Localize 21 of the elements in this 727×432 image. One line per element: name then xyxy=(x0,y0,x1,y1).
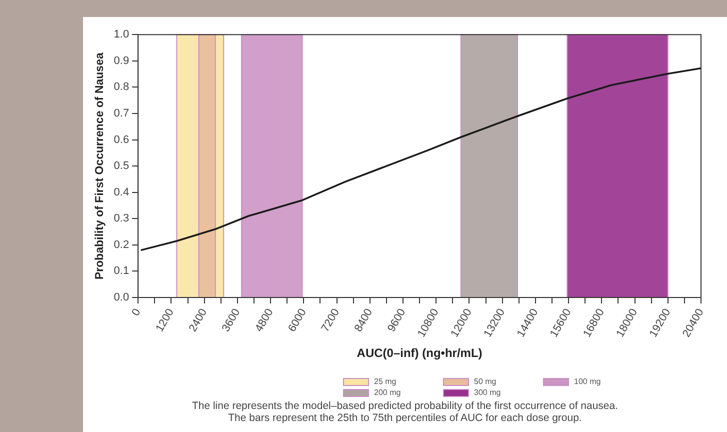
y-tick-label: 0.6 xyxy=(114,134,130,146)
legend-label: 100 mg xyxy=(573,377,602,386)
y-tick-label: 0.2 xyxy=(114,238,130,251)
y-tick-label: 0.0 xyxy=(114,292,130,304)
legend-label: 300 mg xyxy=(473,388,502,397)
y-tick-label: 0.4 xyxy=(114,186,130,198)
y-tick-label: 0.8 xyxy=(114,81,130,94)
y-tick-label: 0.7 xyxy=(114,108,130,120)
y-tick-label: 0.1 xyxy=(114,265,130,278)
y-tick-label: 1.0 xyxy=(114,28,130,41)
x-tick-label: 0 xyxy=(130,306,144,318)
legend-label: 25 mg xyxy=(373,377,398,386)
x-axis-title: AUC(0–inf) (ng•hr/mL) xyxy=(356,346,482,360)
text: The bars represent the 25th to 75th percentiles of AUC for each dose group. xyxy=(227,412,583,424)
y-tick-label: 0.9 xyxy=(114,54,130,67)
y-tick-label: 0.5 xyxy=(114,160,130,172)
y-tick-label: 0.3 xyxy=(114,212,130,225)
legend-label: 200 mg xyxy=(373,388,402,397)
legend-label: 50 mg xyxy=(473,377,498,386)
y-axis-title: Probability of First Occurrence of Nausea xyxy=(94,52,106,280)
text: The line represents the model–based predicted probability of the first occurrence of nausea. xyxy=(190,400,620,412)
